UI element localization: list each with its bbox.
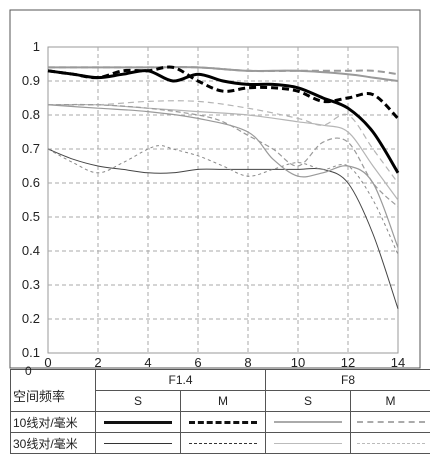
row-30lp-label: 30线对/毫米	[10, 432, 96, 454]
col-s-f8: S	[265, 390, 352, 412]
col-s-f14: S	[95, 390, 181, 412]
legend-table: 0 空间频率 F1.4 F8 S M S M 10线对/毫米 30线对/毫米	[10, 364, 430, 470]
group-f14-header: F1.4	[94, 369, 267, 391]
swatch-10-f14-m	[179, 411, 267, 433]
chart-frame	[9, 9, 421, 369]
col-m-f14: M	[179, 390, 267, 412]
freq-header-cell: 0 空间频率	[10, 364, 96, 412]
x-tick-label: 14	[391, 355, 405, 370]
y-tick-label: 0.5	[22, 209, 40, 224]
series-line-s30-f14-M	[47, 145, 399, 255]
series-layer	[47, 65, 400, 309]
y-tick-label: 0.9	[22, 73, 40, 88]
swatch-10-f8-m	[350, 411, 430, 433]
x-tick-label: 10	[291, 355, 305, 370]
series-line-s30-f8-S	[47, 103, 399, 201]
corner-zero-label: 0	[25, 364, 32, 378]
y-tick-label: 0.6	[22, 175, 40, 190]
y-tick-label: 1	[33, 39, 40, 54]
tick-labels: 0 2 4 6 8 10 12 14 0.1 0.2 0.3 0.4 0.5 0.6 0.7 0.8 0.9 1	[22, 39, 405, 370]
swatch-10-f14-s	[95, 411, 181, 433]
swatch-30-f14-m	[179, 432, 267, 454]
series-line-s30-f14-S	[47, 148, 399, 309]
freq-label: 空间频率	[13, 389, 66, 404]
x-tick-label: 8	[244, 355, 251, 370]
row-10lp-label: 10线对/毫米	[10, 411, 96, 433]
swatch-30-f8-s	[265, 432, 352, 454]
y-tick-label: 0.7	[22, 141, 40, 156]
series-line-s30-f8-S-b	[47, 104, 399, 248]
y-tick-label: 0.2	[22, 311, 40, 326]
swatch-30-f8-m	[350, 432, 430, 454]
x-tick-label: 12	[341, 355, 355, 370]
swatch-10-f8-s	[265, 411, 352, 433]
y-tick-label: 0.4	[22, 243, 40, 258]
col-m-f8: M	[350, 390, 430, 412]
x-tick-label: 2	[94, 355, 101, 370]
x-tick-label: 6	[194, 355, 201, 370]
series-line-s30-f8-M-b	[47, 103, 399, 208]
y-tick-label: 0.3	[22, 277, 40, 292]
x-tick-label: 0	[44, 355, 51, 370]
plot-area	[47, 46, 399, 354]
mtf-chart: 0 2 4 6 8 10 12 14 0.1 0.2 0.3 0.4 0.5 0.6 0.7 0.8 0.9 1	[9, 9, 421, 370]
grid	[47, 46, 399, 354]
swatch-30-f14-s	[95, 432, 181, 454]
y-tick-label: 0.8	[22, 107, 40, 122]
series-line-s10-f14-M	[47, 65, 400, 120]
y-tick-label: 0.1	[22, 345, 40, 360]
series-line-s30-f8-M	[47, 100, 399, 184]
x-tick-label: 4	[144, 355, 151, 370]
series-line-s10-f8-M	[48, 66, 399, 76]
group-f8-header: F8	[265, 369, 430, 391]
